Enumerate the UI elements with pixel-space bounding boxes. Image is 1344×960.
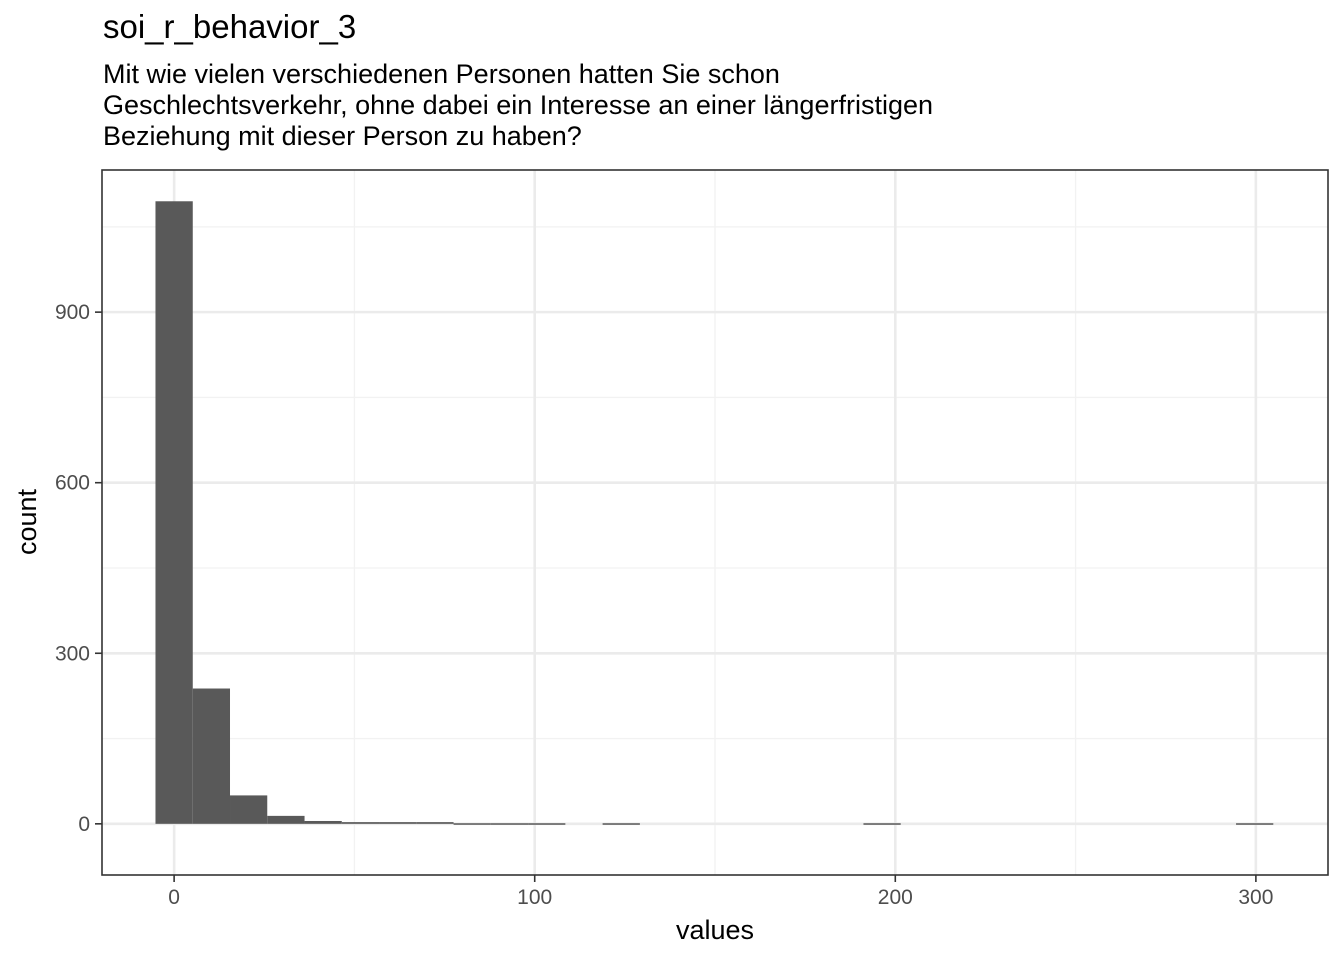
histogram-bars — [155, 201, 1274, 825]
x-tick-label: 0 — [168, 886, 180, 909]
histogram-bar — [192, 688, 231, 824]
histogram-bar — [304, 820, 342, 824]
y-tick-label: 300 — [55, 642, 90, 665]
histogram-bar — [863, 823, 901, 825]
chart-subtitle-line-3: Beziehung mit dieser Person zu haben? — [103, 121, 582, 151]
plot-panel-border — [101, 169, 1329, 876]
histogram-bar — [1236, 823, 1274, 825]
chart-title: soi_r_behavior_3 — [103, 8, 357, 45]
x-tick-label: 200 — [878, 886, 913, 909]
axes: 0 300 600 900 0 100 200 300 — [55, 301, 1273, 909]
x-tick-label: 100 — [517, 886, 552, 909]
histogram-bar — [267, 815, 305, 824]
chart-subtitle-line-2: Geschlechtsverkehr, ohne dabei ein Inter… — [103, 90, 933, 120]
x-tick-label: 300 — [1238, 886, 1273, 909]
histogram-bar — [490, 823, 529, 825]
histogram-bar — [230, 795, 268, 824]
y-tick-label: 600 — [55, 472, 90, 495]
histogram-bar — [453, 823, 491, 825]
y-axis-title: count — [12, 488, 42, 555]
histogram-bar — [155, 201, 193, 824]
x-axis-title: values — [676, 915, 754, 945]
histogram-bar — [341, 822, 380, 824]
y-tick-label: 900 — [55, 301, 90, 324]
chart-subtitle-line-1: Mit wie vielen verschiedenen Personen ha… — [103, 59, 780, 89]
histogram-bar — [602, 823, 640, 825]
histogram-bar — [528, 823, 566, 825]
y-tick-label: 0 — [78, 813, 90, 836]
histogram-bar — [379, 822, 417, 824]
histogram-bar — [416, 822, 454, 824]
